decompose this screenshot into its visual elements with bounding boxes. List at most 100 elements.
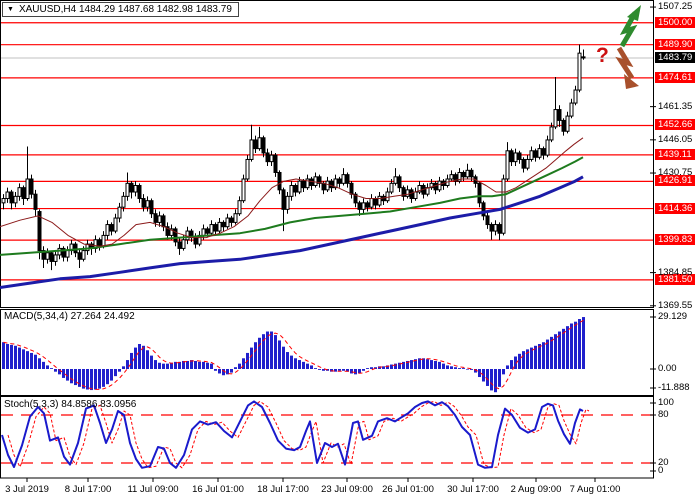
price-level-label[interactable]: 1399.83 [655,234,696,246]
macd-bar [542,342,545,369]
macd-bar [446,365,449,369]
macd-bar [342,369,345,371]
macd-bar [122,366,125,369]
macd-bar [22,349,25,369]
price-level-label[interactable]: 1489.90 [655,38,696,50]
ma-mid-line [0,156,584,256]
macd-bar [126,360,129,369]
macd-bar [490,369,493,391]
macd-bar [290,355,293,369]
time-axis-label: 16 Jul 01:00 [192,484,244,495]
macd-bar [318,369,321,370]
macd-bar [530,347,533,369]
macd-bar [114,369,117,377]
macd-bar [214,369,217,371]
macd-bar [50,368,53,369]
ma-fast-line [0,137,584,247]
macd-bar [410,360,413,369]
macd-bar [526,349,529,369]
macd-bar [2,342,5,369]
macd-bar [554,334,557,369]
macd-bar [30,352,33,369]
ohlc-readout: XAUUSD,H4 1484.29 1487.68 1482.98 1483.7… [18,4,232,15]
price-level-label[interactable]: 1426.91 [655,175,696,187]
macd-bar [206,362,209,369]
macd-bar [422,358,425,369]
macd-bar [370,367,373,369]
macd-bar [550,336,553,369]
price-level-label[interactable]: 1381.50 [655,273,696,285]
price-level-label[interactable]: 1439.11 [655,148,695,160]
macd-bar [198,361,201,369]
macd-bar [238,363,241,369]
macd-bar [570,323,573,369]
macd-bar [210,363,213,369]
macd-bar [462,368,465,369]
macd-bar [322,369,325,371]
dropdown-arrow-icon[interactable]: ▼ [7,5,14,13]
stoch-signal-line [7,400,590,469]
current-price-label: 1483.79 [655,51,696,63]
macd-bar [522,351,525,369]
macd-bar [470,369,473,370]
macd-bar [362,369,365,371]
macd-bar [86,369,89,390]
time-axis-label: 23 Jul 09:00 [321,484,373,495]
macd-bar [74,369,77,386]
stoch-scale-label: 20 [658,457,669,468]
macd-scale-label: 29.129 [658,311,688,322]
time-axis-label: 26 Jul 01:00 [382,484,434,495]
macd-bar [98,369,101,389]
macd-bar [258,337,261,369]
macd-bar [406,360,409,369]
time-axis-label: 3 Jul 2019 [5,484,49,495]
macd-bar [254,342,257,369]
up-arrowhead-icon [627,5,641,21]
price-scale-label: 1461.35 [658,100,693,112]
macd-bar [202,361,205,369]
macd-bar [262,334,265,369]
time-axis-label: 2 Aug 09:00 [510,484,562,495]
price-scale-label: 1430.75 [658,167,693,179]
stoch-panel-frame [0,396,654,479]
macd-bar [562,328,565,369]
macd-bar [10,344,13,369]
macd-scale-label: -11.888 [658,382,690,393]
macd-bar [222,369,225,376]
macd-panel-frame [0,309,654,396]
price-level-label[interactable]: 1452.66 [655,119,696,131]
macd-bar [566,326,569,369]
price-level-label[interactable]: 1474.61 [655,71,696,83]
price-level-label[interactable]: 1414.36 [655,202,696,214]
macd-bar [482,369,485,382]
stoch-scale-label: 80 [658,409,669,420]
price-scale-label: 1369.55 [658,299,693,311]
macd-bar [466,369,469,370]
macd-bar [454,367,457,369]
macd-bar [106,369,109,385]
macd-bar [82,369,85,389]
macd-bar [274,335,277,369]
macd-bar [558,331,561,369]
symbol-info-box[interactable]: ▼ XAUUSD,H4 1484.29 1487.68 1482.98 1483… [2,2,239,17]
macd-bar [46,365,49,369]
macd-bar [182,360,185,369]
macd-bar [534,345,537,369]
macd-bar [130,352,133,369]
macd-bar [374,367,377,369]
price-level-label[interactable]: 1500.00 [655,16,696,28]
macd-bar [474,369,477,373]
macd-bar [134,347,137,369]
macd-bar [438,361,441,369]
macd-bar [62,369,65,378]
time-axis-label: 30 Jul 17:00 [447,484,499,495]
macd-bar [538,344,541,369]
price-scale-label: 1384.85 [658,266,693,278]
macd-bar [382,366,385,369]
macd-bar [306,363,309,369]
macd-bar [434,360,437,369]
stoch-indicator-label: Stoch(5,3,3) 84.8586 83.0956 [4,399,137,410]
macd-bar [174,361,177,369]
